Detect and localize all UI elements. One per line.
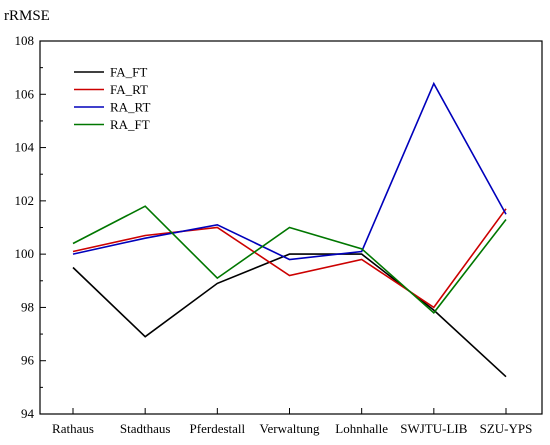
y-tick-label: 100 bbox=[15, 246, 35, 261]
series-line-ra-rt bbox=[72, 81, 507, 261]
legend: FA_FT FA_RT RA_RT RA_FT bbox=[74, 65, 150, 132]
series-line-ra-ft bbox=[72, 205, 507, 314]
plot-frame bbox=[39, 40, 543, 415]
y-tick-label: 96 bbox=[21, 353, 35, 368]
series-line-fa-ft bbox=[72, 253, 507, 378]
series-lines bbox=[72, 81, 507, 378]
y-tick-label: 94 bbox=[21, 406, 35, 421]
legend-label: FA_FT bbox=[110, 65, 147, 80]
y-tick-label: 104 bbox=[15, 140, 35, 155]
legend-label: RA_FT bbox=[110, 117, 150, 132]
y-tick-label: 106 bbox=[15, 86, 35, 101]
y-tick-label: 98 bbox=[21, 299, 34, 314]
y-tick-label: 108 bbox=[15, 33, 35, 48]
x-tick-label: Verwaltung bbox=[260, 421, 320, 436]
x-tick-label: Rathaus bbox=[52, 421, 94, 436]
x-tick-label: SZU-YPS bbox=[480, 421, 533, 436]
series-line-fa-rt bbox=[72, 208, 507, 309]
axis-ticks: 94 96 98 100 102 104 106 108 Rathaus Stadthaus Pfe… bbox=[15, 33, 533, 436]
x-tick-label: SWJTU-LIB bbox=[400, 421, 467, 436]
x-tick-label: Pferdestall bbox=[190, 421, 246, 436]
y-axis-label: rRMSE bbox=[4, 8, 50, 24]
x-tick-label: Lohnhalle bbox=[335, 421, 388, 436]
legend-label: FA_RT bbox=[110, 82, 148, 97]
x-tick-label: Stadthaus bbox=[120, 421, 171, 436]
y-tick-label: 102 bbox=[15, 193, 35, 208]
legend-label: RA_RT bbox=[110, 100, 150, 115]
